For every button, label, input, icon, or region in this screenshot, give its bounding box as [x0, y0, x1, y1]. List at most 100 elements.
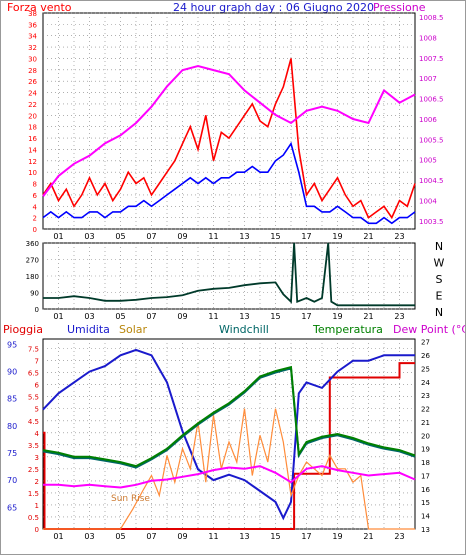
legend-solar: Solar — [119, 323, 148, 336]
pressure-tick-label: 1006.5 — [419, 96, 444, 104]
hour-tick-label: 23 — [394, 532, 404, 541]
pressure-tick-label: 1007 — [419, 75, 437, 83]
rain-tick-label: 5.5 — [28, 394, 39, 402]
hour-tick-label: 15 — [270, 312, 280, 321]
rain-tick-label: 5 — [35, 406, 39, 414]
hour-tick-label: 07 — [146, 532, 156, 541]
series-media-vento — [42, 141, 416, 225]
temperature-tick-label: 22 — [421, 406, 430, 414]
hour-tick-label: 15 — [270, 532, 280, 541]
compass-tick-label: N — [435, 306, 443, 319]
wind-speed-tick-label: 30 — [28, 55, 37, 63]
pressure-tick-label: 1004 — [419, 197, 437, 205]
hour-tick-label: 03 — [84, 532, 94, 541]
hour-tick-label: 07 — [146, 232, 156, 241]
hour-tick-label: 13 — [239, 232, 249, 241]
compass-tick-label: E — [436, 290, 443, 303]
temperature-tick-label: 16 — [421, 486, 430, 494]
compass-tick-label: N — [435, 240, 443, 253]
rain-tick-label: 4 — [35, 430, 40, 438]
hour-tick-label: 19 — [332, 312, 342, 321]
chart-title: 24 hour graph day : 06 Giugno 2020 — [173, 1, 374, 14]
direction-tick-label: 180 — [26, 273, 39, 281]
hour-tick-label: 23 — [394, 312, 404, 321]
series-layer — [42, 58, 416, 530]
series-pressione — [42, 64, 416, 198]
temperature-tick-label: 27 — [421, 339, 430, 347]
wind-speed-tick-label: 38 — [28, 10, 37, 18]
direction-tick-label: 360 — [26, 240, 39, 248]
hour-tick-label: 11 — [208, 232, 218, 241]
wind-speed-tick-label: 24 — [28, 90, 37, 98]
series-forza-vento — [42, 58, 416, 220]
hour-tick-label: 03 — [84, 232, 94, 241]
rain-tick-label: 3.5 — [28, 442, 39, 450]
temperature-tick-label: 17 — [421, 472, 430, 480]
wind-speed-tick-label: 12 — [28, 158, 37, 166]
rain-tick-label: 0.5 — [28, 514, 39, 522]
rain-tick-label: 2 — [35, 478, 39, 486]
pressure-tick-label: 1004.5 — [419, 177, 444, 185]
wind-speed-axis-title: Forza vento — [7, 1, 72, 14]
legend-rain: Pioggia — [3, 323, 43, 336]
wind-speed-tick-label: 36 — [28, 21, 37, 29]
humidity-tick-label: 75 — [7, 449, 17, 458]
wind-speed-tick-label: 8 — [33, 181, 37, 189]
hour-tick-label: 05 — [115, 532, 125, 541]
rain-tick-label: 6.5 — [28, 370, 39, 378]
temperature-tick-label: 26 — [421, 352, 430, 360]
temperature-tick-label: 23 — [421, 392, 430, 400]
rain-tick-label: 2.5 — [28, 466, 39, 474]
hour-tick-label: 07 — [146, 312, 156, 321]
legend-humidity: Umidita — [67, 323, 110, 336]
wind-speed-tick-label: 22 — [28, 101, 37, 109]
wind-speed-tick-label: 10 — [28, 169, 37, 177]
humidity-tick-label: 80 — [7, 422, 17, 431]
pressure-axis-title: Pressione — [373, 1, 426, 14]
pressure-tick-label: 1005 — [419, 157, 437, 165]
rain-tick-label: 3 — [35, 454, 39, 462]
rain-tick-label: 7.5 — [28, 346, 39, 354]
hour-tick-label: 11 — [208, 532, 218, 541]
humidity-tick-label: 70 — [7, 476, 17, 485]
temperature-tick-label: 25 — [421, 365, 430, 373]
hour-tick-label: 19 — [332, 232, 342, 241]
legend-temperature: Temperatura — [312, 323, 383, 336]
legend-windchill: Windchill — [219, 323, 269, 336]
grid-layer — [43, 12, 415, 530]
series-pioggia — [43, 362, 415, 530]
hour-tick-label: 21 — [363, 312, 373, 321]
series-wind-direction — [43, 242, 415, 307]
hour-tick-label: 05 — [115, 312, 125, 321]
wind-speed-tick-label: 0 — [33, 226, 37, 234]
series-umidita — [42, 348, 415, 521]
humidity-tick-label: 65 — [7, 503, 17, 512]
temperature-tick-label: 15 — [421, 499, 430, 507]
pressure-tick-label: 1007.5 — [419, 55, 444, 63]
temperature-tick-label: 18 — [421, 459, 430, 467]
wind-speed-tick-label: 28 — [28, 67, 37, 75]
hour-tick-label: 05 — [115, 232, 125, 241]
wind-speed-tick-label: 26 — [28, 78, 37, 86]
pressure-tick-label: 1003.5 — [419, 218, 444, 226]
wind-speed-tick-label: 16 — [28, 135, 37, 143]
humidity-tick-label: 95 — [7, 340, 17, 349]
temperature-tick-label: 19 — [421, 446, 430, 454]
pressure-tick-label: 1006 — [419, 116, 437, 124]
hour-tick-label: 17 — [301, 532, 311, 541]
hour-tick-label: 03 — [84, 312, 94, 321]
hour-tick-label: 21 — [363, 532, 373, 541]
wind-speed-tick-label: 2 — [33, 215, 37, 223]
rain-tick-label: 6 — [35, 382, 40, 390]
hour-tick-label: 09 — [177, 532, 187, 541]
hour-tick-label: 13 — [239, 312, 249, 321]
rain-tick-label: 1.5 — [28, 490, 39, 498]
wind-speed-tick-label: 4 — [33, 203, 38, 211]
hour-tick-label: 19 — [332, 532, 342, 541]
rain-tick-label: 1 — [35, 502, 39, 510]
pressure-tick-label: 1008 — [419, 34, 437, 42]
temperature-tick-label: 13 — [421, 526, 430, 534]
